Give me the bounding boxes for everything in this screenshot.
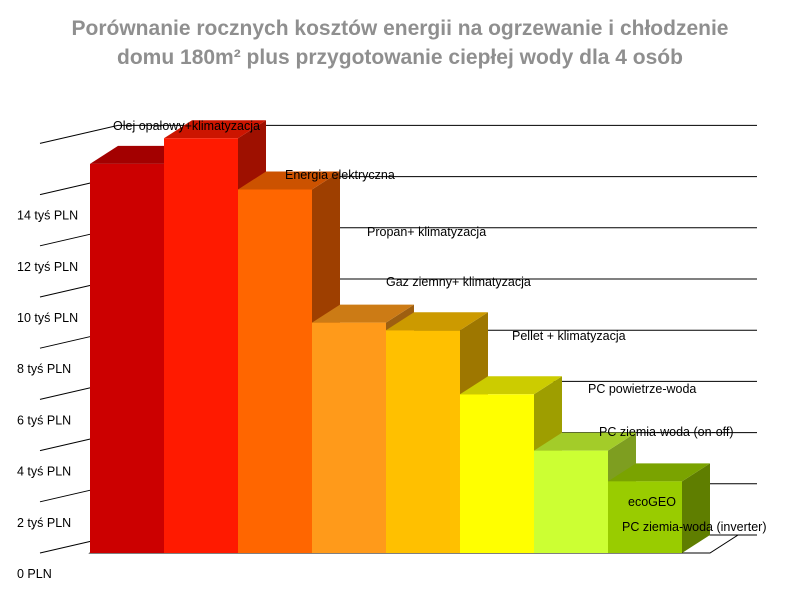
bar-label: PC ziemia-woda (on-off) <box>599 425 734 439</box>
bar-top <box>460 376 562 395</box>
bar-label: Pellet + klimatyzacja <box>512 329 626 343</box>
y-tick-label: 2 tyś PLN <box>17 516 71 530</box>
bar-front <box>460 394 534 553</box>
bar-label: Propan+ klimatyzacja <box>367 225 486 239</box>
bar-front <box>238 189 312 554</box>
chart-title: Porównanie rocznych kosztów energii na o… <box>0 14 800 72</box>
bar <box>608 463 710 553</box>
bar-front <box>90 163 164 553</box>
bar-label: PC powietrze-woda <box>588 382 696 396</box>
chart-title-line-2: domu 180m² plus przygotowanie ciepłej wo… <box>117 46 683 69</box>
y-tick-label: 8 tyś PLN <box>17 362 71 376</box>
bar-front <box>164 138 238 553</box>
bar <box>460 376 562 553</box>
bar-label: Olej opałowy+klimatyzacja <box>113 119 260 133</box>
bar-label-secondary: PC ziemia-woda (inverter) <box>622 520 766 534</box>
bar-top <box>164 120 266 139</box>
gridline-side <box>39 124 119 144</box>
bar-top <box>608 463 710 482</box>
bar-top <box>238 171 340 190</box>
bar-labels: Olej opałowy+klimatyzacja Energia elektry… <box>113 119 766 534</box>
bar-top <box>312 304 414 323</box>
y-tick-label: 4 tyś PLN <box>17 465 71 479</box>
y-tick-label: 6 tyś PLN <box>17 413 71 427</box>
bar-label: Energia elektryczna <box>285 168 395 182</box>
bar-top <box>386 312 488 331</box>
y-tick-label: 12 tyś PLN <box>17 260 78 274</box>
chart-title-line-1: Porównanie rocznych kosztów energii na o… <box>71 17 729 40</box>
bars <box>90 120 710 554</box>
y-tick-label: 10 tyś PLN <box>17 311 78 325</box>
bar-front <box>534 450 608 553</box>
bar-side <box>682 463 710 553</box>
y-tick-label: 14 tyś PLN <box>17 209 78 223</box>
bar-front <box>608 481 682 553</box>
y-axis-ticks: 0 PLN 2 tyś PLN 4 tyś PLN 6 tyś PLN 8 tyś PL… <box>17 209 78 581</box>
bar-top <box>534 432 636 451</box>
bar-front <box>386 330 460 553</box>
y-tick-label: 0 PLN <box>17 567 52 581</box>
bar-label: Gaz ziemny+ klimatyzacja <box>386 275 531 289</box>
bar-label: ecoGEO <box>628 495 676 509</box>
bar-front <box>312 322 386 553</box>
